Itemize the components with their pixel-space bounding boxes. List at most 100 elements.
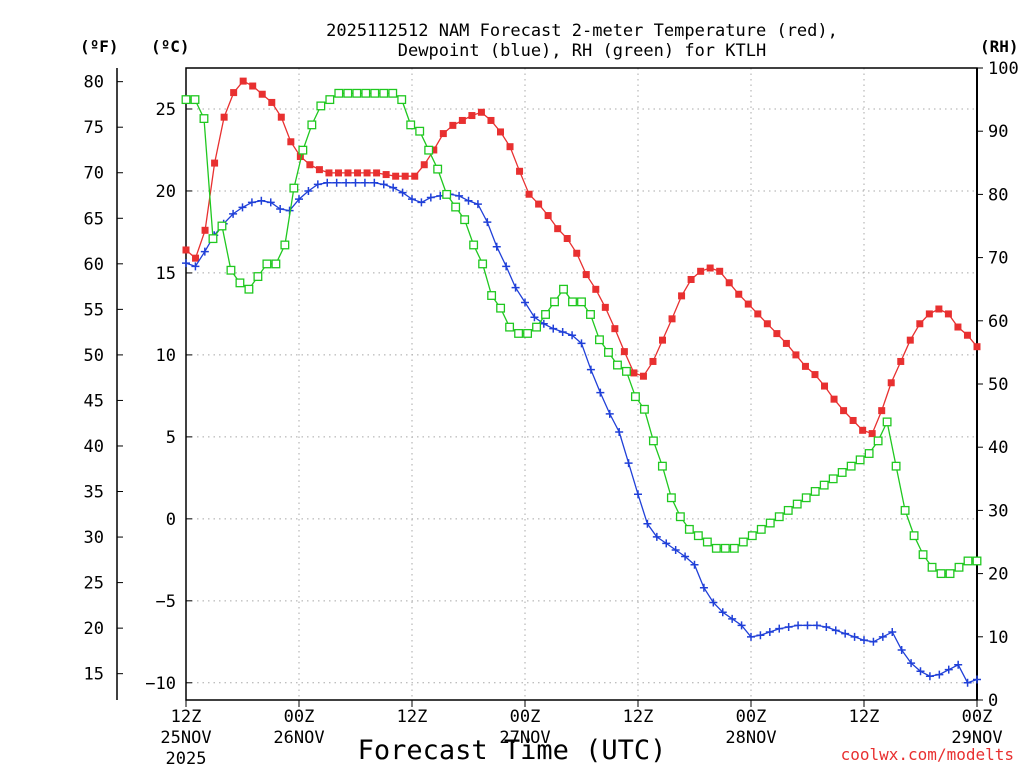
dewpoint-point (718, 608, 727, 617)
dewpoint-point (332, 178, 341, 187)
f-tick-label: 50 (84, 346, 104, 366)
rh-point (541, 310, 550, 319)
temperature-point (554, 225, 562, 233)
temperature-point (687, 275, 695, 283)
dewpoint-point (342, 178, 351, 187)
x-tick-time: 00Z (962, 707, 993, 727)
rh-point (334, 88, 344, 98)
x-tick-year: 2025 (166, 749, 207, 768)
x-tick-time: 00Z (736, 707, 767, 727)
dewpoint-point (747, 632, 755, 641)
rh-tick-label: 60 (988, 312, 1008, 332)
temperature-point (192, 254, 200, 262)
temperature-point (211, 159, 219, 167)
dewpoint-point (775, 624, 784, 633)
dewpoint-point (558, 327, 567, 336)
rh-point (792, 499, 802, 509)
rh-point (909, 531, 919, 541)
dewpoint-point (728, 614, 737, 623)
rh-point (783, 505, 793, 515)
f-tick-label: 35 (84, 483, 104, 503)
rh-point (657, 461, 667, 471)
temperature-point (573, 249, 581, 257)
dewpoint-point (737, 621, 746, 630)
dewpoint-point (794, 621, 803, 630)
temperature-point (449, 121, 457, 129)
rh-point (963, 556, 973, 566)
rh-point (379, 88, 389, 98)
rh-point (496, 303, 506, 313)
dewpoint-point (492, 242, 501, 251)
rh-point (774, 512, 784, 522)
rh-point (316, 101, 326, 111)
rh-tick-label: 30 (988, 501, 1008, 521)
dewpoint-point (907, 659, 916, 668)
c-tick-label: 0 (166, 510, 176, 530)
c-tick-label: 10 (156, 346, 176, 366)
x-tick-date: 28NOV (725, 728, 776, 748)
rh-point (837, 468, 847, 477)
dewpoint-point (229, 209, 238, 218)
temperature-point (916, 320, 924, 328)
dewpoint-point (502, 262, 511, 271)
temperature-point (897, 357, 905, 365)
fahrenheit-unit-label: (ºF) (80, 37, 119, 56)
rh-point (424, 145, 434, 155)
temperature-point (277, 113, 285, 121)
dewpoint-point (295, 195, 303, 204)
temperature-point (220, 113, 228, 121)
dewpoint-point (304, 186, 313, 195)
dewpoint-point (455, 191, 464, 200)
dewpoint-point (822, 623, 831, 632)
temperature-point (849, 416, 857, 424)
chart-title-line-1: 2025112512 NAM Forecast 2-meter Temperat… (326, 21, 838, 41)
rh-point (729, 543, 739, 553)
rh-line (186, 92, 977, 575)
dewpoint-point (257, 196, 266, 205)
dewpoint-point (549, 324, 558, 333)
rh-point (675, 512, 685, 522)
temperature-point (373, 169, 381, 177)
f-tick-label: 45 (84, 391, 104, 411)
plot-frame (185, 67, 978, 701)
dewpoint-point (247, 198, 256, 207)
dewpoint-point (276, 204, 285, 213)
temperature-point (439, 130, 447, 138)
dewpoint-point (699, 583, 708, 592)
rh-point (604, 347, 613, 357)
temperature-point (801, 362, 809, 370)
temperature-point (344, 169, 352, 177)
temperature-point (925, 310, 933, 318)
temperature-point (973, 343, 981, 351)
temperature-point (458, 116, 466, 124)
temperature-point (287, 138, 295, 146)
celsius-unit-label: (ºC) (151, 37, 190, 56)
rh-point (918, 550, 928, 560)
dewpoint-point (530, 313, 539, 322)
dewpoint-point (756, 631, 765, 640)
temperature-point (258, 90, 266, 98)
rh-point (406, 120, 416, 130)
dewpoint-point (417, 198, 426, 207)
temperature-point (630, 369, 638, 377)
temperature-point (401, 172, 409, 180)
temperature-point (230, 89, 238, 97)
rh-point (720, 543, 730, 553)
temperature-point (392, 172, 400, 180)
rh-point (514, 328, 524, 338)
dewpoint-point (408, 195, 416, 204)
c-tick-label: 20 (156, 182, 176, 202)
credit-text: coolwx.com/modelts (841, 745, 1014, 764)
temperature-point (887, 379, 895, 387)
temperature-point (430, 146, 438, 154)
chart-title-line-2: Dewpoint (blue), RH (green) for KTLH (398, 41, 766, 61)
temperature-point (716, 267, 724, 275)
rh-point (190, 95, 200, 105)
temperature-point (601, 303, 609, 311)
rh-point (415, 126, 425, 136)
rh-point (945, 569, 955, 579)
x-tick-time: 12Z (849, 707, 880, 727)
rh-point (972, 556, 982, 566)
rh-point (388, 88, 398, 98)
